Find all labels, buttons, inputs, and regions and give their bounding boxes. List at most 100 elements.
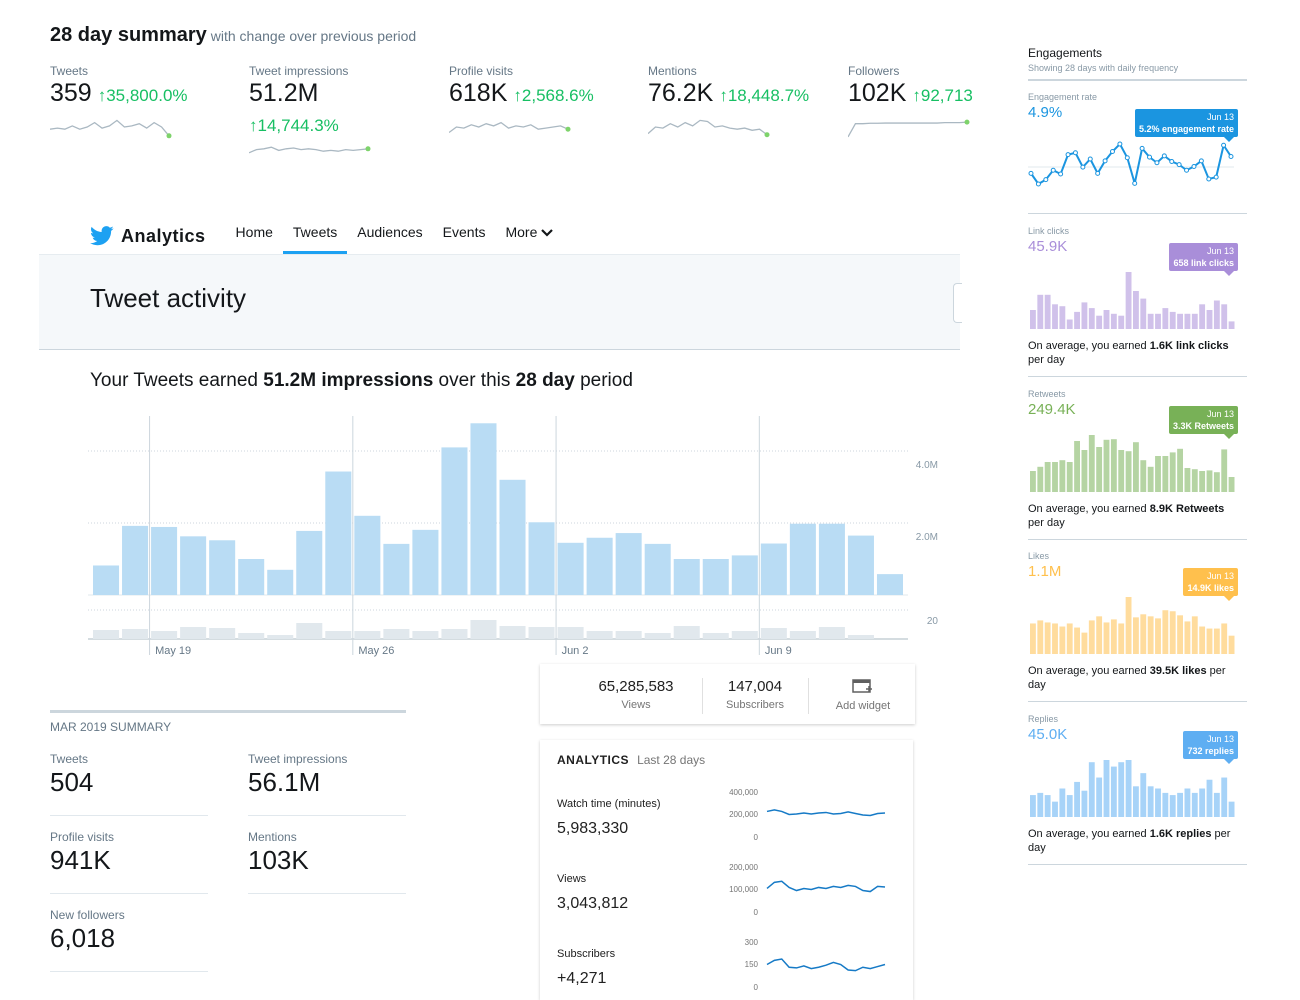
data-point	[1161, 153, 1167, 159]
analytics-nav: Analytics Home Tweets Audiences Events M…	[90, 218, 563, 254]
impressions-bar	[731, 555, 758, 595]
headline-suffix: period	[574, 370, 633, 391]
data-point	[1132, 180, 1138, 186]
chart-tooltip: Jun 13 14.9K likes	[1183, 568, 1238, 596]
engagement-mini-chart	[1028, 141, 1234, 187]
engagements-bar	[383, 629, 410, 639]
engagement-bar	[1030, 795, 1036, 817]
engagement-bar	[1110, 439, 1117, 492]
export-button[interactable]	[953, 283, 962, 323]
sparkline-end-dot	[565, 126, 571, 132]
metric-profile-visits[interactable]: Profile visits 618K ↑2,568.6%	[448, 64, 639, 147]
average-value: 1.6K replies	[1149, 828, 1212, 840]
tab-tweets[interactable]: Tweets	[282, 218, 348, 254]
engagement-bar	[1184, 313, 1191, 329]
engagements-bar	[760, 628, 787, 639]
metric-impressions[interactable]: Tweet impressions 51.2M ↑14,744.3%	[248, 64, 439, 165]
tab-home[interactable]: Home	[235, 224, 273, 240]
data-point	[1065, 152, 1071, 158]
tooltip-text: 3.3K Retweets	[1172, 421, 1234, 431]
data-point	[1124, 155, 1130, 161]
summary-subtitle: with change over previous period	[210, 28, 417, 44]
metric-change: ↑2,568.6%	[513, 86, 593, 106]
engagement-mini-chart	[1030, 435, 1235, 492]
engagement-bar	[1221, 304, 1228, 329]
views-count: 65,285,583	[598, 678, 674, 695]
engagement-bar	[1103, 439, 1110, 492]
metric-change: ↑92,713	[912, 86, 973, 106]
sparkline	[647, 119, 770, 138]
engagement-bar	[1118, 315, 1125, 329]
impressions-bar	[267, 569, 294, 595]
metric-change-value: 18,448.7%	[727, 86, 810, 105]
engagement-card-label: Likes	[1028, 551, 1050, 561]
engagements-title: Engagements	[1028, 46, 1103, 60]
metric-value: 76.2K	[648, 79, 714, 107]
engagement-bar	[1213, 300, 1220, 329]
y-tick-label: 20	[927, 616, 939, 627]
engagement-card-label: Engagement rate	[1028, 92, 1098, 102]
impressions-headline: Your Tweets earned 51.2M impressions ove…	[90, 370, 633, 392]
metric-mentions[interactable]: Mentions 76.2K ↑18,448.7%	[647, 64, 838, 147]
month-stat-value: 56.1M	[248, 767, 321, 797]
engagement-bar	[1088, 620, 1095, 654]
engagements-bar	[267, 635, 294, 639]
axis-tick: 200,000	[729, 863, 758, 872]
average-value: 39.5K likes	[1149, 665, 1207, 677]
views-label: Views	[621, 699, 651, 711]
headline-amount: 51.2M impressions	[263, 370, 434, 391]
add-widget-button[interactable]: Add widget	[823, 678, 903, 712]
metric-label: Followers	[848, 64, 900, 78]
data-point	[1206, 176, 1212, 182]
metric-change: ↑35,800.0%	[98, 86, 188, 106]
data-point	[1147, 154, 1153, 160]
engagements-bar	[789, 631, 816, 639]
engagements-bar	[93, 630, 120, 639]
month-stat-label: Tweet impressions	[248, 752, 348, 766]
engagements-bar	[209, 628, 236, 639]
page-header: Tweet activity	[39, 254, 962, 350]
engagement-bar	[1081, 450, 1088, 492]
engagement-bar	[1133, 786, 1139, 817]
tab-events[interactable]: Events	[442, 224, 486, 240]
metric-change-value: 92,713	[920, 86, 973, 105]
engagement-bar	[1118, 762, 1125, 817]
engagement-bar	[1096, 447, 1103, 492]
engagement-bar	[1140, 614, 1147, 654]
engagement-bar	[1140, 460, 1147, 492]
metric-tweets[interactable]: Tweets 359 ↑35,800.0%	[49, 64, 240, 147]
chevron-down-icon	[541, 229, 554, 237]
engagement-bar	[1221, 777, 1228, 817]
average-value: 8.9K Retweets	[1149, 503, 1225, 515]
sparkline-end-dot	[764, 132, 770, 138]
engagement-average: On average, you earned 1.6K replies per …	[1028, 827, 1238, 855]
engagement-bar	[1125, 597, 1132, 654]
engagement-bar	[1096, 315, 1103, 329]
engagement-average: On average, you earned 39.5K likes per d…	[1028, 664, 1238, 692]
x-tick-label: May 19	[155, 645, 191, 657]
engagements-bar	[528, 627, 555, 639]
tab-more[interactable]: More	[495, 218, 563, 254]
metric-followers[interactable]: Followers 102K ↑92,713	[847, 64, 1038, 147]
engagement-bar	[1110, 619, 1117, 654]
engagement-bar	[1133, 291, 1139, 329]
tooltip-text: 14.9K likes	[1187, 583, 1234, 593]
engagements-bar	[644, 633, 671, 639]
data-point	[1213, 174, 1219, 180]
engagement-bar	[1052, 801, 1058, 817]
engagement-card-value: 249.4K	[1028, 401, 1076, 418]
divider	[808, 678, 809, 714]
engagement-mini-chart	[1030, 760, 1235, 817]
analytics-brand[interactable]: Analytics	[90, 226, 206, 247]
engagement-mini-chart	[1030, 272, 1235, 329]
tooltip-caret	[1224, 271, 1234, 276]
engagement-bar	[1096, 777, 1103, 817]
impressions-bar	[615, 533, 642, 595]
views-row-label: Views	[557, 873, 587, 885]
tab-audiences[interactable]: Audiences	[357, 224, 423, 240]
engagement-card-value: 1.1M	[1028, 563, 1062, 580]
engagement-bar	[1228, 321, 1235, 329]
data-point	[1080, 164, 1086, 170]
data-point	[1050, 167, 1056, 173]
engagements-bar	[122, 629, 149, 639]
